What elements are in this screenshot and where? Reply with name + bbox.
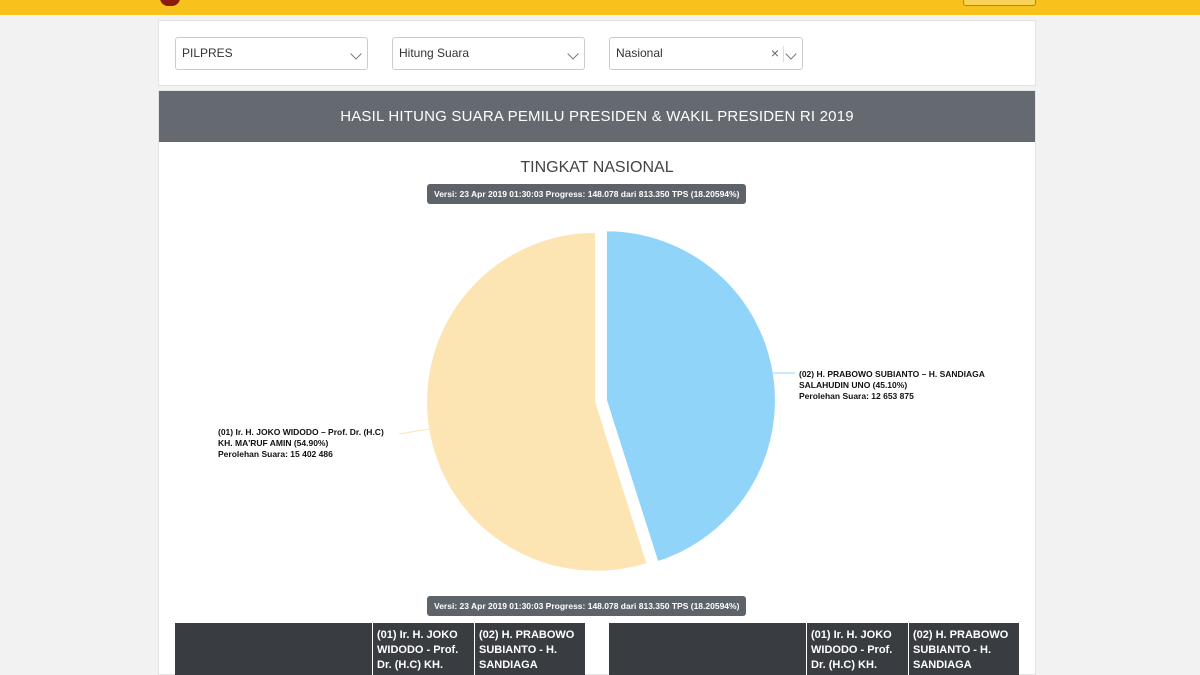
slice-label-line: Perolehan Suara: 15 402 486 <box>218 449 333 459</box>
pie-slice[interactable] <box>425 230 649 573</box>
table-header-cell <box>175 623 372 675</box>
data-source-select[interactable]: Hitung Suara <box>392 37 585 70</box>
table-header-cell: (02) H. PRABOWO SUBIANTO - H. SANDIAGA <box>908 623 1019 675</box>
table-header-cell: (02) H. PRABOWO SUBIANTO - H. SANDIAGA <box>474 623 585 675</box>
region-value: Nasional <box>616 46 663 60</box>
result-title: HASIL HITUNG SUARA PEMILU PRESIDEN & WAK… <box>159 91 1035 142</box>
slice-label-line: KH. MA'RUF AMIN (54.90%) <box>218 438 328 448</box>
chart-title: TINGKAT NASIONAL <box>520 159 674 176</box>
slice-label: (02) H. PRABOWO SUBIANTO – H. SANDIAGA SA… <box>799 369 985 401</box>
select-divider <box>783 46 784 62</box>
version-badge-bottom: Versi: 23 Apr 2019 01:30:03 Progress: 14… <box>427 596 747 616</box>
slice-label-line: Perolehan Suara: 12 653 875 <box>799 391 914 401</box>
slice-label: (01) Ir. H. JOKO WIDODO – Prof. Dr. (H.C… <box>218 427 384 459</box>
filter-panel: PILPRES Hitung Suara Nasional × <box>158 20 1036 86</box>
navbar-button[interactable] <box>963 0 1036 6</box>
kpu-logo <box>160 0 180 6</box>
table-header-cell: (01) Ir. H. JOKO WIDODO - Prof. Dr. (H.C… <box>806 623 908 675</box>
result-panel: HASIL HITUNG SUARA PEMILU PRESIDEN & WAK… <box>158 90 1036 675</box>
election-type-select[interactable]: PILPRES <box>175 37 368 70</box>
version-badge-top: Versi: 23 Apr 2019 01:30:03 Progress: 14… <box>427 184 747 204</box>
results-table-right-header: (01) Ir. H. JOKO WIDODO - Prof. Dr. (H.C… <box>609 623 1019 675</box>
pie-slice[interactable] <box>604 229 777 564</box>
slice-label-line: (01) Ir. H. JOKO WIDODO – Prof. Dr. (H.C… <box>218 427 384 437</box>
chevron-down-icon <box>785 48 797 60</box>
region-select[interactable]: Nasional × <box>609 37 803 70</box>
table-header-cell: (01) Ir. H. JOKO WIDODO - Prof. Dr. (H.C… <box>372 623 474 675</box>
chevron-down-icon <box>350 48 362 60</box>
slice-connector <box>398 428 430 435</box>
slice-label-line: (02) H. PRABOWO SUBIANTO – H. SANDIAGA <box>799 369 985 379</box>
slice-label-line: SALAHUDIN UNO (45.10%) <box>799 380 907 390</box>
data-source-value: Hitung Suara <box>399 46 470 60</box>
chevron-down-icon <box>567 48 579 60</box>
top-navbar <box>0 0 1200 15</box>
pie-chart: (02) H. PRABOWO SUBIANTO – H. SANDIAGA SA… <box>218 229 985 573</box>
clear-icon[interactable]: × <box>770 45 779 61</box>
table-header-cell <box>609 623 806 675</box>
results-table-left-header: (01) Ir. H. JOKO WIDODO - Prof. Dr. (H.C… <box>175 623 585 675</box>
election-type-value: PILPRES <box>182 46 233 60</box>
